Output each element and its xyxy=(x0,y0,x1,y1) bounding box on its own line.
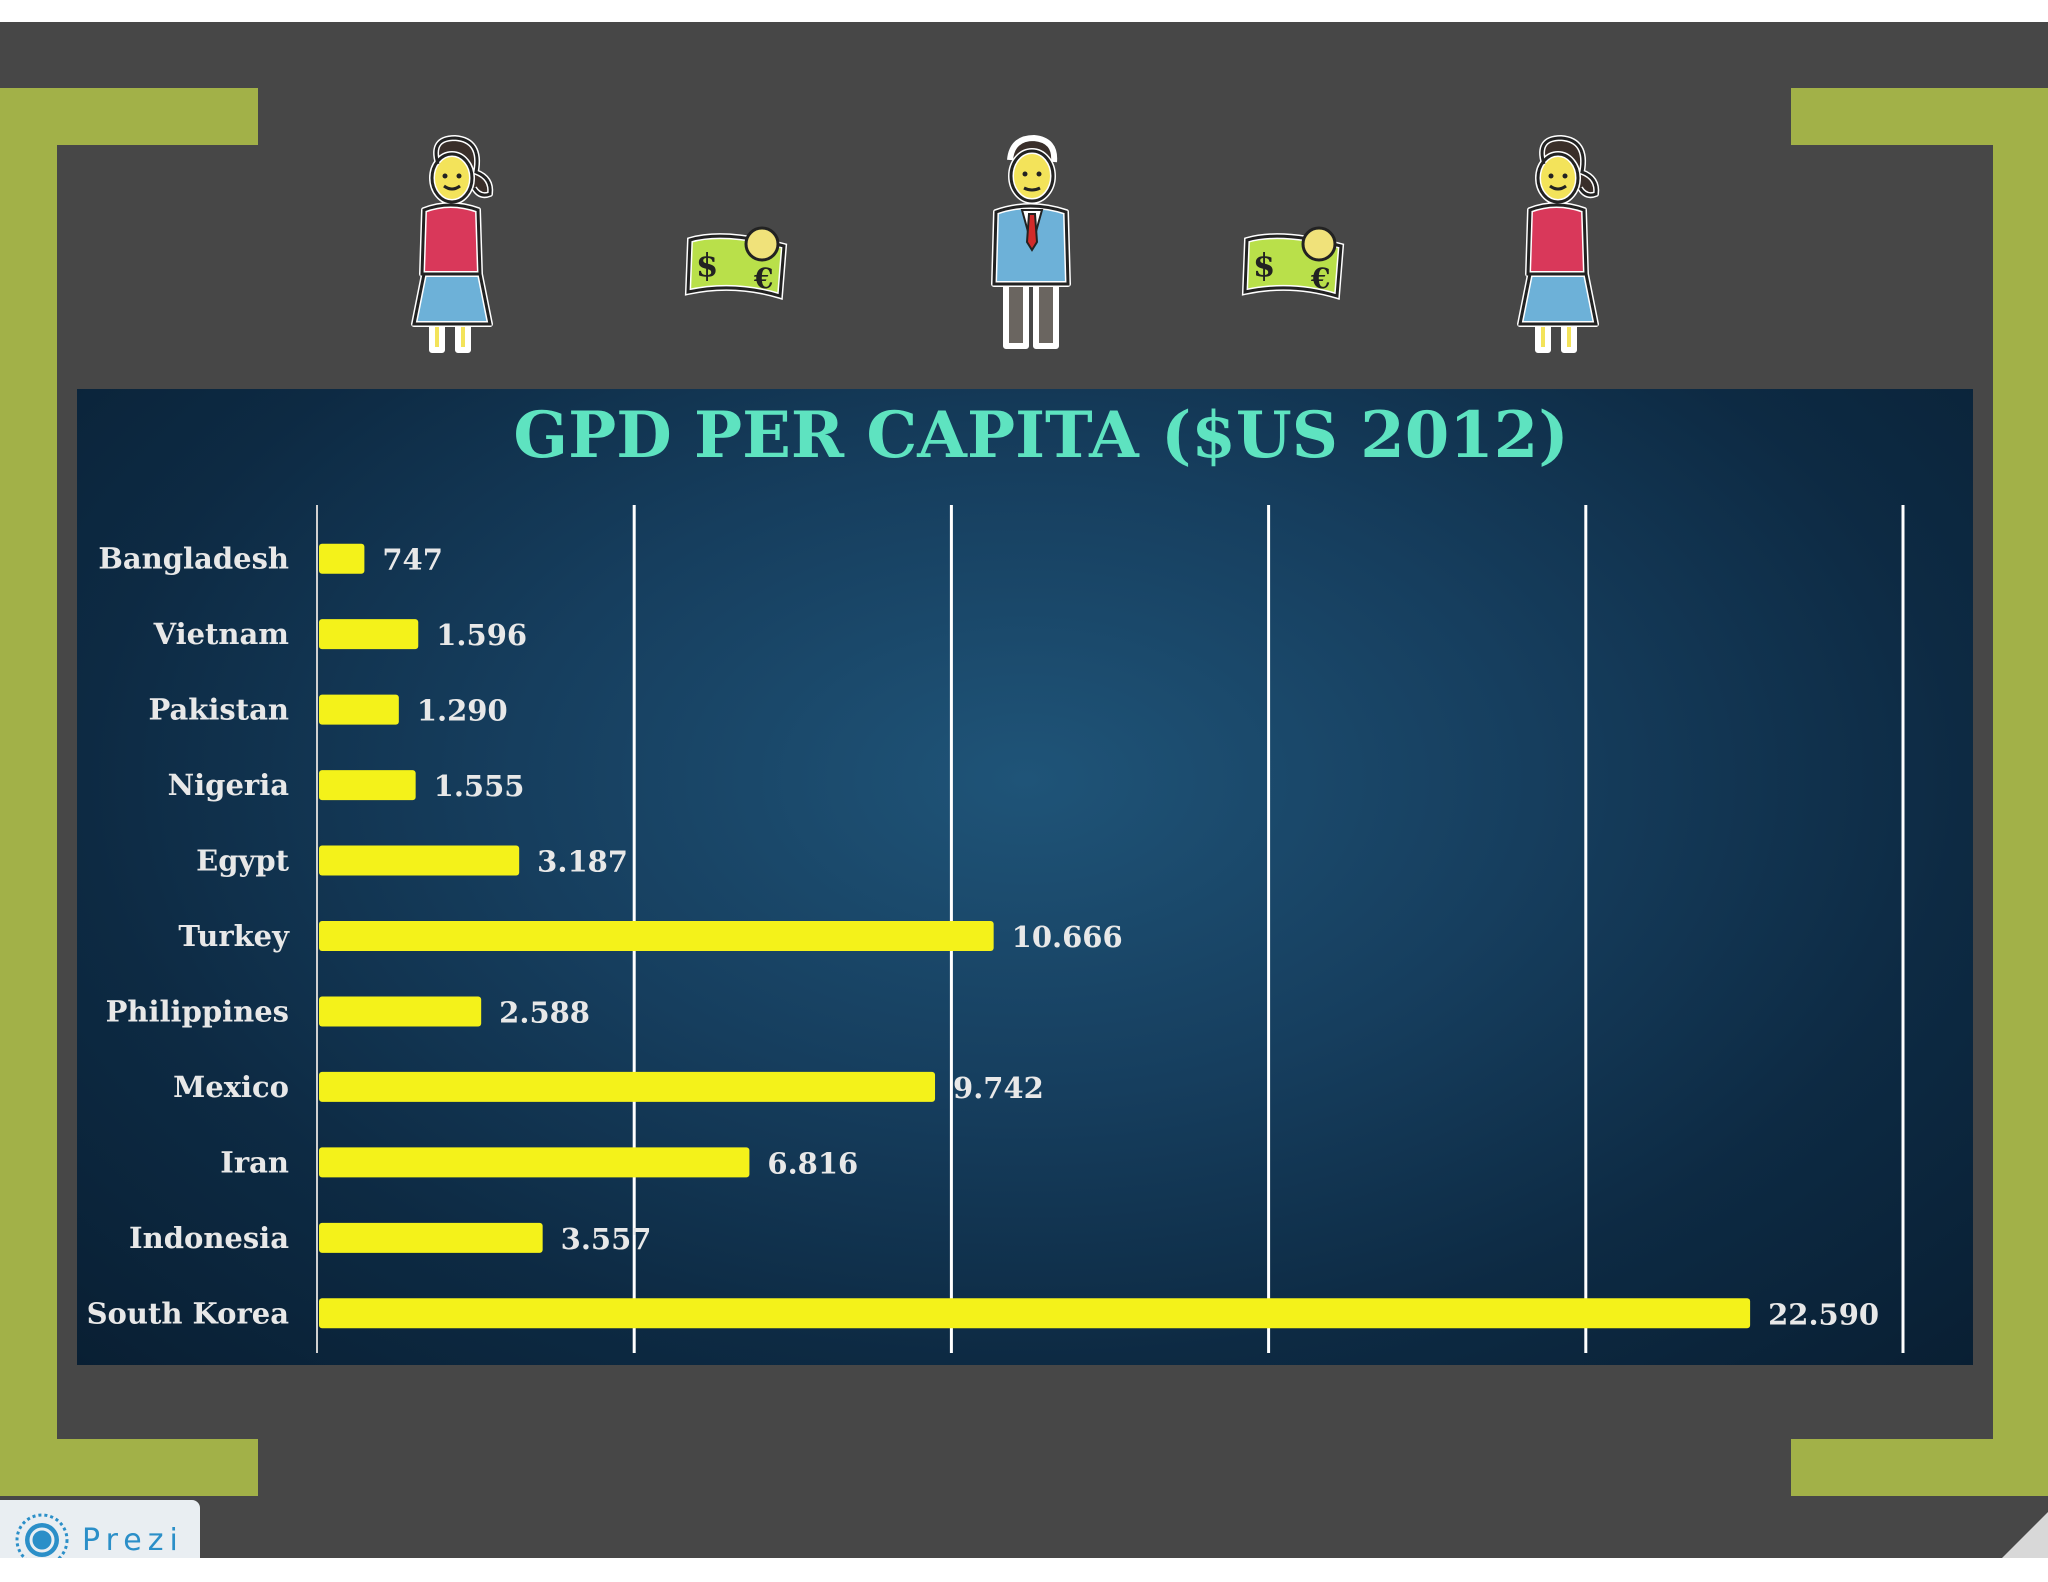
data-label: 22.590 xyxy=(1768,1297,1879,1331)
money-icon: $ € xyxy=(1241,226,1345,300)
bar xyxy=(319,619,419,650)
category-label: Philippines xyxy=(106,994,289,1028)
prezi-label: Prezi xyxy=(82,1522,184,1558)
bar xyxy=(319,694,399,725)
svg-text:$: $ xyxy=(1253,246,1275,284)
category-label: Mexico xyxy=(173,1070,289,1104)
category-label: Indonesia xyxy=(129,1221,289,1255)
bar xyxy=(319,1071,936,1102)
data-label: 6.816 xyxy=(767,1146,858,1180)
category-label: South Korea xyxy=(87,1296,290,1330)
bar xyxy=(319,921,994,951)
bar xyxy=(319,1222,543,1253)
bar xyxy=(319,845,520,876)
category-label: Nigeria xyxy=(168,768,290,802)
category-label: Pakistan xyxy=(148,693,289,727)
bar xyxy=(319,543,365,574)
data-label: 1.596 xyxy=(436,618,527,652)
prezi-badge[interactable]: Prezi xyxy=(0,1500,200,1558)
data-label: 747 xyxy=(382,543,443,577)
bar xyxy=(319,1147,750,1178)
page-curl xyxy=(2002,1512,2048,1558)
category-label: Iran xyxy=(220,1145,289,1179)
category-label: Egypt xyxy=(196,844,290,878)
chart-panel: GPD PER CAPITA ($US 2012) Bangladesh 747 V… xyxy=(77,389,1973,1365)
svg-text:$: $ xyxy=(696,246,718,284)
data-label: 1.290 xyxy=(417,694,508,728)
svg-text:€: € xyxy=(1310,262,1330,295)
data-label: 1.555 xyxy=(434,769,525,803)
svg-text:€: € xyxy=(753,262,773,295)
man-icon xyxy=(991,135,1071,349)
bar xyxy=(319,1298,1751,1329)
category-label: Bangladesh xyxy=(98,542,289,576)
bar xyxy=(319,770,416,801)
chart-title: GPD PER CAPITA ($US 2012) xyxy=(513,398,1568,473)
bar-chart: GPD PER CAPITA ($US 2012) Bangladesh 747 V… xyxy=(87,398,1905,1353)
frame-left-bottom xyxy=(0,1439,258,1496)
frame-right-bottom xyxy=(1791,1439,2048,1496)
data-label: 9.742 xyxy=(953,1071,1044,1105)
data-label: 3.187 xyxy=(537,845,628,879)
woman-icon xyxy=(411,135,494,353)
frame-right-side xyxy=(1993,88,2048,1496)
woman-icon xyxy=(1517,135,1600,353)
category-label: Turkey xyxy=(178,919,290,953)
slide: $ € $ € xyxy=(0,22,2048,1558)
money-icon: $ € xyxy=(684,226,788,300)
category-label: Vietnam xyxy=(153,617,290,651)
data-label: 10.666 xyxy=(1012,920,1123,954)
prezi-logo-icon xyxy=(15,1513,69,1558)
data-label: 3.557 xyxy=(561,1222,652,1256)
frame-left-side xyxy=(0,88,57,1496)
data-label: 2.588 xyxy=(499,995,590,1029)
bar xyxy=(319,996,482,1027)
